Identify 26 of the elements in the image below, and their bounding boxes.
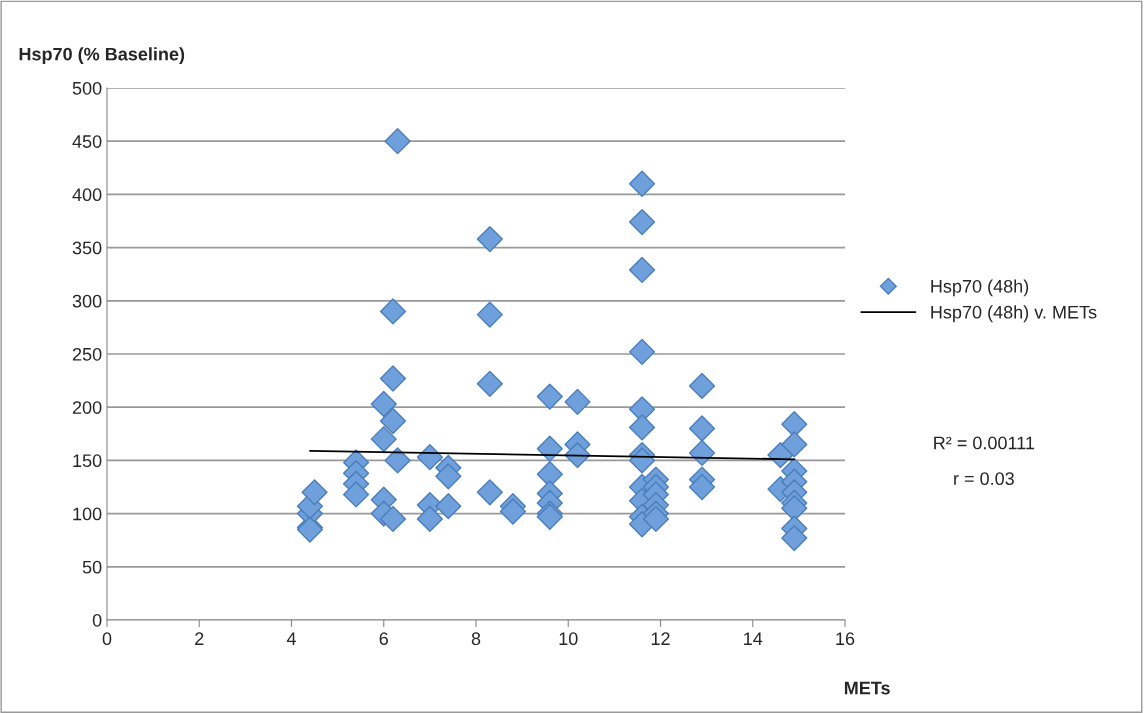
y-tick-label: 250 <box>72 347 102 361</box>
x-tick-label: 6 <box>379 632 388 646</box>
x-tick-label: 14 <box>744 632 763 645</box>
y-tick-label: 0 <box>92 613 102 627</box>
y-tick-label: 100 <box>73 507 102 521</box>
legend-label: Hsp70 (48h) <box>931 279 1029 297</box>
y-tick-label: 300 <box>72 294 102 308</box>
y-tick-label: 400 <box>72 188 102 202</box>
x-axis-title: METs <box>844 681 890 695</box>
x-tick-label: 8 <box>471 632 481 646</box>
y-tick-label: 350 <box>72 241 102 255</box>
x-tick-label: 2 <box>195 632 204 645</box>
x-tick-label: 12 <box>651 632 670 645</box>
x-tick-label: 4 <box>286 632 296 645</box>
y-axis-title: Hsp70 (% Baseline) <box>19 47 185 65</box>
y-tick-label: 500 <box>72 81 102 95</box>
legend-label: Hsp70 (48h) v. METs <box>931 305 1097 323</box>
text: r = 0.03 <box>954 472 1014 486</box>
text: R² = 0.00111 <box>934 436 1035 450</box>
y-tick-label: 50 <box>82 560 102 574</box>
y-tick-label: 450 <box>72 135 102 148</box>
x-tick-label: 16 <box>836 632 855 646</box>
y-tick-label: 150 <box>73 454 102 468</box>
x-tick-label: 0 <box>102 632 112 646</box>
x-tick-label: 10 <box>559 632 578 646</box>
y-tick-label: 200 <box>72 401 102 414</box>
